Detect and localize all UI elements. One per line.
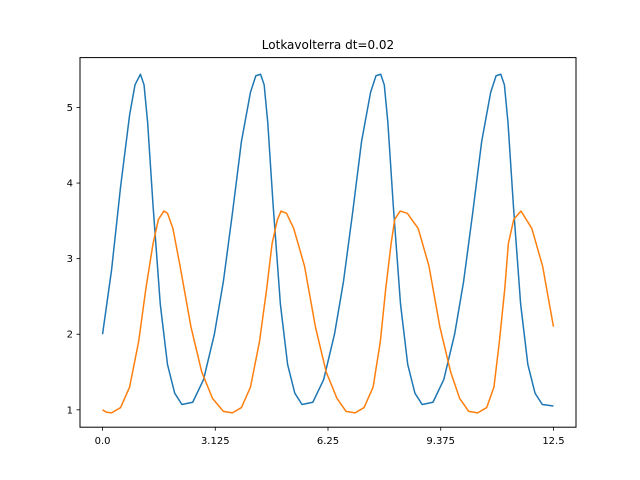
- axes-layer: 0.0 3.125 6.25 9.375 12.5 1 2 3 4 5: [67, 103, 565, 447]
- series-layer: [101, 73, 555, 414]
- y-tick-label: 2: [67, 330, 73, 341]
- x-tick-label: 0.0: [95, 436, 111, 447]
- x-tick-label: 12.5: [542, 436, 564, 447]
- x-tick-label: 6.25: [317, 436, 339, 447]
- series-line-1: [101, 73, 554, 407]
- chart-title: Lotkavolterra dt=0.02: [262, 38, 394, 52]
- plot-frame: [79, 57, 577, 428]
- x-tick-label: 9.375: [426, 436, 455, 447]
- y-tick-label: 1: [67, 405, 73, 416]
- y-tick-label: 5: [67, 103, 73, 114]
- series-line-2: [102, 210, 555, 414]
- x-tick-label: 3.125: [201, 436, 230, 447]
- y-tick-label: 4: [67, 179, 73, 190]
- y-tick-label: 3: [67, 254, 73, 265]
